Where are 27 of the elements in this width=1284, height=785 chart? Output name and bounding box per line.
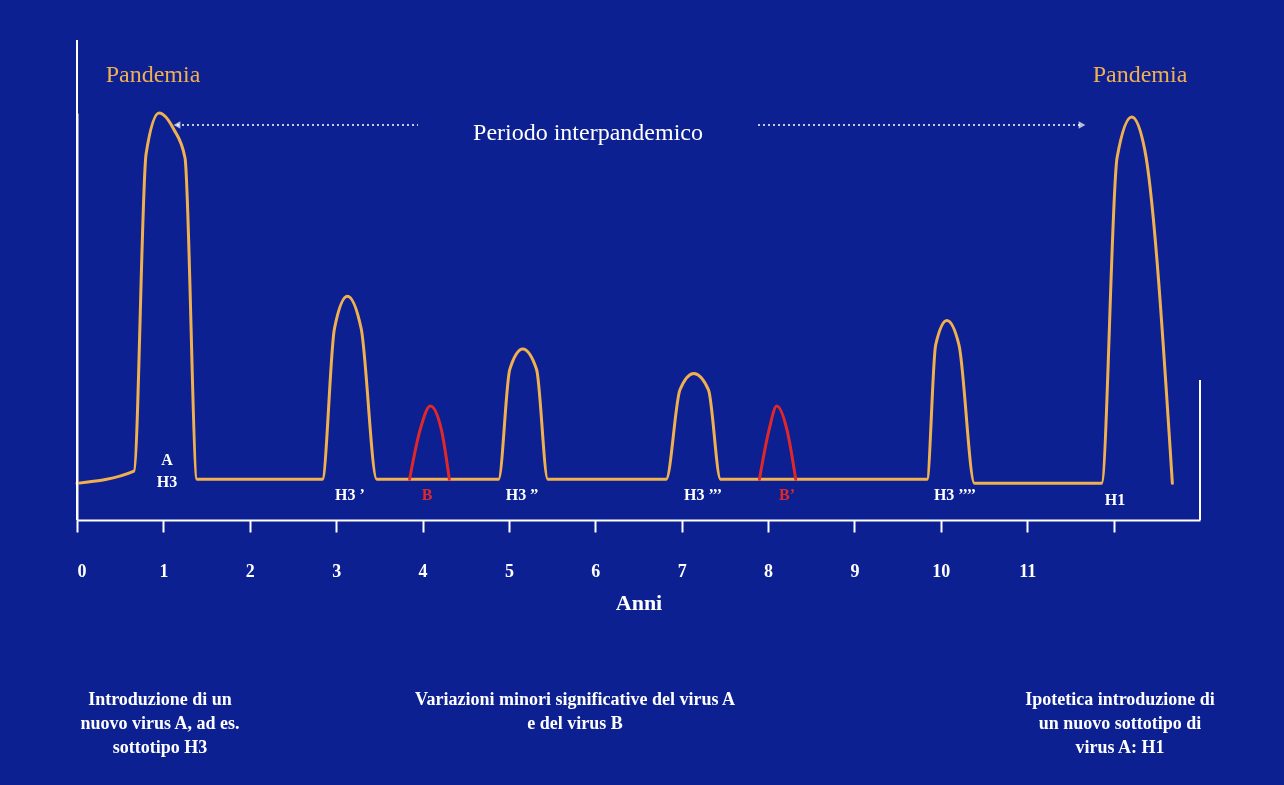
annotation: H1 — [1104, 491, 1126, 508]
x-tick-label: 1 — [159, 560, 169, 581]
x-axis-title: Anni — [615, 589, 663, 615]
annotation: H3 ’’’’ — [933, 486, 977, 503]
x-tick-label: 5 — [504, 560, 514, 581]
annotation: H3 ’’’ — [683, 486, 723, 503]
annotation: A H3 — [156, 451, 178, 490]
x-tick-label: 3 — [332, 560, 342, 581]
x-tick-label: 4 — [418, 560, 428, 581]
text: Variazioni minori significative del virus A e del virus B — [415, 689, 735, 733]
x-tick-label: 7 — [677, 560, 687, 581]
x-tick-label: 0 — [77, 560, 87, 581]
x-tick-label: 6 — [591, 560, 601, 581]
annotation: Periodo interpandemico — [473, 119, 703, 145]
x-tick-label: 10 — [932, 560, 951, 581]
annotation: H3 ” — [505, 486, 539, 503]
annotation: B — [421, 486, 433, 503]
text: Pandemia — [1092, 61, 1188, 87]
text: Pandemia — [105, 61, 201, 87]
text: Ipotetica introduzione di un nuovo sottotipo di virus A: H1 — [1025, 689, 1215, 757]
annotation: B’ — [779, 486, 795, 503]
text: Introduzione di un nuovo virus A, ad es. sottotipo H3 — [80, 689, 240, 757]
annotation: H3 ’ — [335, 486, 365, 503]
x-tick-label: 8 — [764, 560, 774, 581]
x-tick-label: 11 — [1019, 560, 1037, 581]
x-tick-label: 2 — [245, 560, 255, 581]
x-tick-label: 9 — [850, 560, 860, 581]
